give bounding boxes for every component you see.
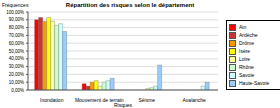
svg-text:70,00%: 70,00% — [9, 33, 24, 38]
svg-text:10,00%: 10,00% — [9, 80, 24, 85]
svg-text:Avalanche: Avalanche — [183, 97, 206, 103]
svg-text:0,00%: 0,00% — [11, 88, 24, 93]
svg-text:Mouvement de terrain: Mouvement de terrain — [74, 96, 124, 103]
svg-text:80,00%: 80,00% — [9, 25, 24, 30]
svg-text:Inondation: Inondation — [40, 97, 64, 103]
html-text:Isère: Isère — [239, 48, 251, 54]
svg-text:90,00%: 90,00% — [9, 17, 24, 22]
html-text:Répartition des risques selon: Répartition des risques selon le départe… — [65, 2, 195, 8]
svg-text:50,00%: 50,00% — [9, 49, 24, 54]
svg-text:100,00%: 100,00% — [8, 10, 24, 15]
html-text:Ardèche: Ardèche — [239, 32, 258, 38]
svg-text:40,00%: 40,00% — [9, 56, 24, 61]
svg-text:60,00%: 60,00% — [9, 41, 24, 46]
html-text:Loire: Loire — [239, 56, 251, 62]
svg-text:Risques: Risques — [114, 102, 133, 108]
html-text:Fréquences: Fréquences — [2, 2, 29, 8]
svg-text:Séisme: Séisme — [138, 97, 155, 103]
html-text:Ain: Ain — [239, 24, 247, 30]
html-text:Drôme: Drôme — [239, 40, 254, 46]
html-text:Savoie: Savoie — [239, 72, 255, 78]
html-text:Haute-Savoie: Haute-Savoie — [239, 80, 270, 86]
svg-text:30,00%: 30,00% — [9, 64, 24, 69]
html-text:Rhône: Rhône — [239, 64, 254, 70]
svg-text:20,00%: 20,00% — [9, 72, 24, 77]
